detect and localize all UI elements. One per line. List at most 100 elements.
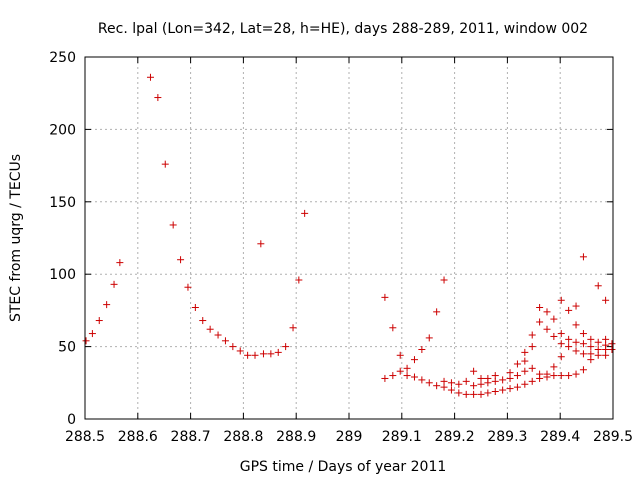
data-point: [513, 372, 521, 380]
data-point: [572, 370, 580, 378]
data-point: [579, 330, 587, 338]
data-point: [425, 334, 433, 342]
x-tick-label: 288.8: [223, 429, 263, 445]
data-point: [462, 377, 470, 385]
data-point: [274, 348, 282, 356]
data-point: [191, 304, 199, 312]
data-point: [587, 343, 595, 351]
data-point: [389, 324, 397, 332]
x-tick-label: 288.5: [65, 429, 105, 445]
data-point: [410, 373, 418, 381]
data-point: [389, 372, 397, 380]
y-tick-label: 200: [49, 122, 76, 138]
data-point: [594, 282, 602, 290]
data-point: [236, 347, 244, 355]
data-point: [528, 331, 536, 339]
data-point: [418, 345, 426, 353]
x-tick-label: 289: [336, 429, 363, 445]
data-point: [602, 296, 610, 304]
data-point: [462, 390, 470, 398]
x-tick-label: 289.4: [540, 429, 580, 445]
chart-title: Rec. lpal (Lon=342, Lat=28, h=HE), days …: [98, 21, 588, 37]
data-point: [550, 372, 558, 380]
data-point: [557, 372, 565, 380]
data-point: [301, 209, 309, 217]
data-point: [251, 351, 259, 359]
grid: [85, 57, 613, 419]
data-point: [579, 340, 587, 348]
data-point: [579, 253, 587, 261]
data-point: [425, 379, 433, 387]
data-point: [259, 350, 267, 358]
data-point: [572, 302, 580, 310]
data-point: [528, 364, 536, 372]
data-point: [267, 350, 275, 358]
data-point: [528, 377, 536, 385]
data-point: [440, 276, 448, 284]
data-point: [282, 343, 290, 351]
data-point: [557, 353, 565, 361]
data-point: [521, 367, 529, 375]
data-point: [579, 350, 587, 358]
data-point: [557, 330, 565, 338]
data-point: [536, 304, 544, 312]
data-point: [579, 366, 587, 374]
data-point: [289, 324, 297, 332]
y-tick-label: 100: [49, 267, 76, 283]
data-point: [499, 376, 507, 384]
data-point: [602, 335, 610, 343]
data-point: [608, 340, 616, 348]
data-point: [594, 338, 602, 346]
data-point: [543, 325, 551, 333]
data-point: [295, 276, 303, 284]
data-point: [184, 283, 192, 291]
data-point: [82, 337, 90, 345]
data-point: [506, 369, 514, 377]
data-point: [403, 372, 411, 380]
data-point: [103, 301, 111, 309]
data-point: [543, 308, 551, 316]
data-point: [146, 73, 154, 81]
data-point: [565, 306, 573, 314]
data-point: [418, 376, 426, 384]
data-point: [587, 350, 595, 358]
data-point: [491, 372, 499, 380]
data-point: [491, 387, 499, 395]
y-tick-label: 0: [67, 412, 76, 428]
data-point: [521, 380, 529, 388]
data-point: [477, 374, 485, 382]
data-point: [536, 318, 544, 326]
data-point: [229, 343, 237, 351]
data-point: [587, 335, 595, 343]
data-point: [470, 382, 478, 390]
data-point: [244, 351, 252, 359]
data-point: [447, 386, 455, 394]
plot-frame: [84, 56, 614, 420]
data-point: [161, 160, 169, 168]
x-tick-label: 288.9: [276, 429, 316, 445]
data-point: [110, 280, 118, 288]
y-tick-label: 50: [58, 340, 76, 356]
data-point: [521, 357, 529, 365]
data-point: [381, 374, 389, 382]
data-point: [521, 348, 529, 356]
x-tick-label: 288.7: [171, 429, 211, 445]
data-point: [177, 256, 185, 264]
x-tick-label: 289.2: [435, 429, 475, 445]
data-point: [169, 221, 177, 229]
x-axis-label: GPS time / Days of year 2011: [240, 459, 447, 475]
data-point: [594, 345, 602, 353]
data-point: [528, 343, 536, 351]
data-point: [214, 331, 222, 339]
data-point: [455, 380, 463, 388]
data-point: [484, 389, 492, 397]
data-point: [565, 343, 573, 351]
data-point: [499, 386, 507, 394]
data-point: [470, 390, 478, 398]
x-tick-label: 289.3: [487, 429, 527, 445]
y-tick-label: 250: [49, 50, 76, 66]
data-point: [470, 367, 478, 375]
data-point: [557, 340, 565, 348]
data-point: [572, 321, 580, 329]
y-axis-label: STEC from uqrg / TECUs: [8, 154, 24, 322]
